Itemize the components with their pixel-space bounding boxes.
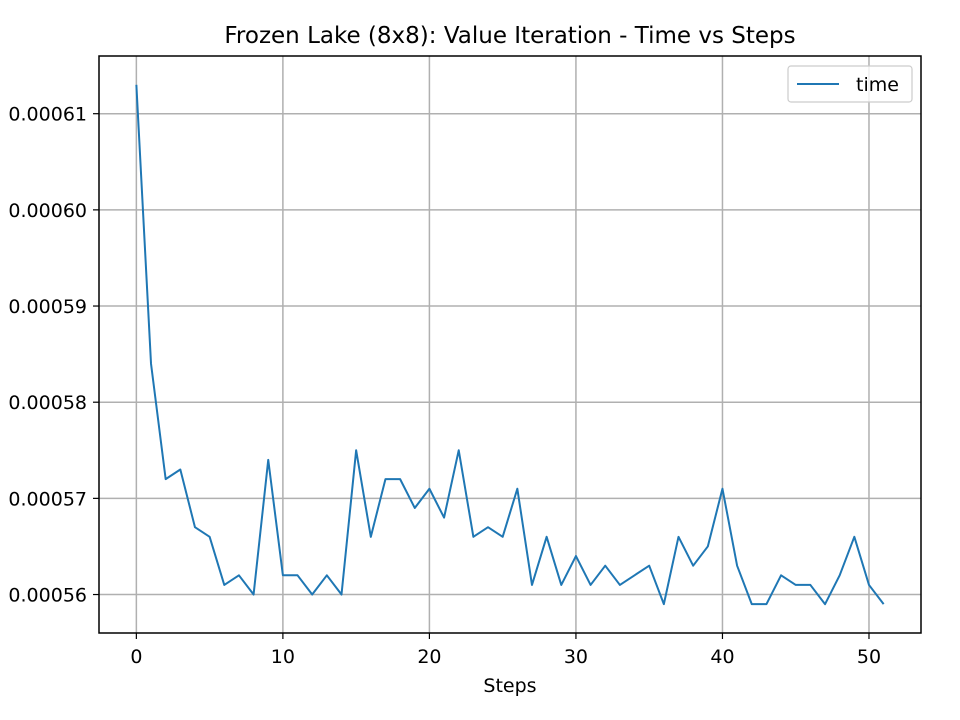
x-axis-label: Steps — [483, 675, 536, 697]
x-tick-label: 40 — [710, 646, 734, 668]
series-line-time — [135, 84, 885, 606]
legend-box — [787, 65, 913, 103]
x-tick-label: 20 — [417, 646, 441, 668]
y-tick-label: 0.00060 — [8, 200, 87, 222]
legend-label: time — [856, 74, 899, 96]
x-tick-label: 30 — [564, 646, 588, 668]
series-layer — [135, 84, 885, 606]
x-tick-label: 10 — [271, 646, 295, 668]
x-axis-ticks: 0 10 20 30 40 50 — [130, 633, 881, 668]
y-tick-label: 0.00056 — [8, 585, 87, 607]
y-axis-ticks: 0.00056 0.00057 0.00058 0.00059 0.00060 0.000… — [8, 104, 99, 607]
grid-lines — [99, 56, 921, 633]
chart-title: Frozen Lake (8x8): Value Iteration - Tim… — [224, 23, 795, 49]
y-tick-label: 0.00061 — [8, 104, 87, 126]
y-tick-label: 0.00058 — [8, 392, 87, 414]
plot-frame — [98, 55, 922, 634]
y-tick-label: 0.00057 — [8, 488, 87, 510]
x-tick-label: 50 — [857, 646, 881, 668]
y-tick-label: 0.00059 — [8, 296, 87, 318]
legend: time — [787, 65, 913, 103]
x-tick-label: 0 — [130, 646, 142, 668]
